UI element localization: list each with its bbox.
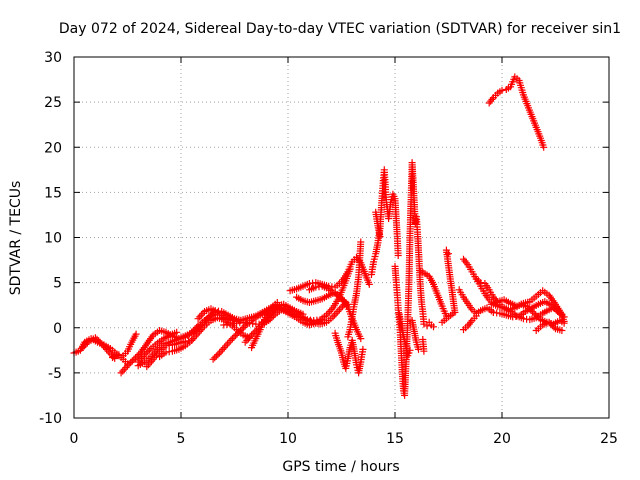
y-tick-label: -10 xyxy=(39,411,62,427)
data-points xyxy=(70,73,568,399)
y-tick-label: 20 xyxy=(44,140,62,156)
data-series-arc-25 xyxy=(417,267,450,320)
data-series-arc-26 xyxy=(423,318,437,331)
data-series-arc-05 xyxy=(134,328,181,366)
data-series-arc-13 xyxy=(248,299,281,352)
data-series-arc-03 xyxy=(109,330,140,361)
data-series-arc-19 xyxy=(368,166,402,278)
data-series-arc-07 xyxy=(143,336,196,371)
axis-ticks: 0 5 10 15 20 25 -10 -5 0 5 10 15 20 25 30 xyxy=(39,50,618,447)
data-series-arc-33 xyxy=(487,287,566,318)
y-tick-label: 25 xyxy=(44,95,62,111)
data-series-arc-21 xyxy=(391,159,428,399)
data-series-arc-02 xyxy=(79,334,119,362)
data-series-arc-22 xyxy=(395,310,414,360)
x-tick-label: 15 xyxy=(386,431,404,447)
x-tick-label: 20 xyxy=(493,431,511,447)
y-axis-label: SDTVAR / TECUs xyxy=(8,181,24,296)
y-tick-label: 15 xyxy=(44,185,62,201)
y-tick-label: 30 xyxy=(44,50,62,66)
x-tick-label: 5 xyxy=(177,431,186,447)
data-series-arc-35 xyxy=(485,73,548,151)
data-series-arc-23 xyxy=(408,317,422,353)
data-series-arc-24 xyxy=(419,336,428,355)
y-tick-label: 0 xyxy=(53,321,62,337)
x-tick-label: 25 xyxy=(600,431,618,447)
data-series-arc-34 xyxy=(532,318,566,334)
data-series-arc-17 xyxy=(331,329,367,377)
data-series-arc-18 xyxy=(344,238,365,341)
y-tick-label: 5 xyxy=(53,276,62,292)
grid xyxy=(74,57,609,418)
x-tick-label: 10 xyxy=(279,431,297,447)
data-series-arc-20 xyxy=(372,208,384,241)
data-series-arc-16 xyxy=(305,282,352,308)
y-tick-label: 10 xyxy=(44,231,62,247)
data-series-arc-27 xyxy=(438,246,459,326)
y-tick-label: -5 xyxy=(48,366,62,382)
data-series-arc-29 xyxy=(460,312,480,334)
chart-title: Day 072 of 2024, Sidereal Day-to-day VTE… xyxy=(59,21,621,37)
x-axis-label: GPS time / hours xyxy=(282,459,399,475)
x-tick-label: 0 xyxy=(70,431,79,447)
